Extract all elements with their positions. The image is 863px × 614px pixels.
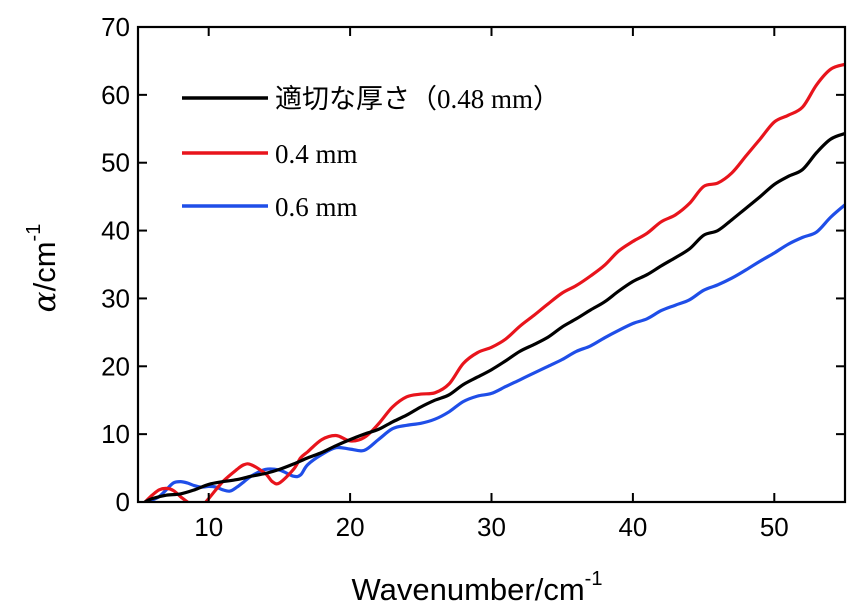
y-tick-label: 40 — [101, 216, 130, 246]
x-tick-label: 20 — [336, 512, 365, 542]
x-tick-label: 40 — [618, 512, 647, 542]
x-tick-label: 10 — [194, 512, 223, 542]
y-axis-label: α/cm-1 — [23, 224, 63, 313]
x-axis-label-text: Wavenumber/cm — [352, 572, 585, 607]
series-line-3 — [143, 203, 845, 502]
y-axis-label-superscript: -1 — [23, 224, 45, 242]
y-tick-label: 30 — [101, 283, 130, 313]
series-line-2 — [143, 62, 845, 502]
y-tick-label: 50 — [101, 148, 130, 178]
x-axis-label: Wavenumber/cm-1 — [352, 568, 603, 607]
series-line-1 — [143, 131, 845, 502]
y-tick-label: 60 — [101, 80, 130, 110]
legend-label-3: 0.6 mm — [275, 192, 358, 222]
y-tick-label: 20 — [101, 351, 130, 381]
legend: 適切な厚さ（0.48 mm） 0.4 mm 0.6 mm — [182, 84, 560, 222]
x-tick-label: 30 — [477, 512, 506, 542]
x-axis-label-superscript: -1 — [585, 568, 603, 590]
y-tick-label: 70 — [101, 12, 130, 42]
legend-label-2: 0.4 mm — [275, 139, 358, 169]
y-axis-label-unit: /cm — [27, 241, 62, 291]
y-tick-label: 0 — [116, 487, 130, 517]
y-axis-label-symbol: α — [27, 291, 63, 312]
x-axis-ticks: 10 20 30 40 50 — [194, 27, 789, 542]
legend-label-1: 適切な厚さ（0.48 mm） — [275, 84, 560, 114]
x-tick-label: 50 — [760, 512, 789, 542]
y-axis-ticks: 0 10 20 30 40 50 60 70 — [101, 12, 845, 517]
series-layer — [143, 62, 845, 502]
y-tick-label: 10 — [101, 419, 130, 449]
